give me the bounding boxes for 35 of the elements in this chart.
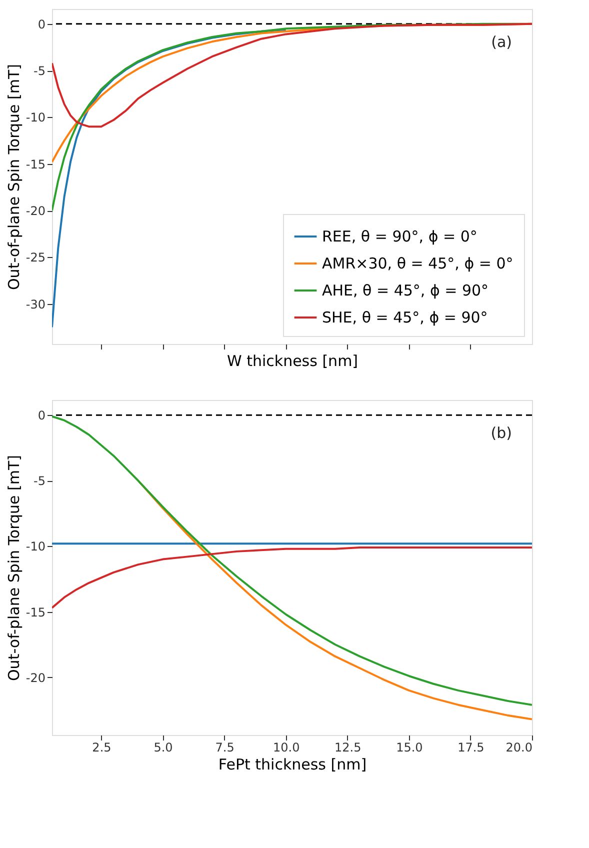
x-tick-label: 12.5 bbox=[334, 740, 362, 754]
x-tick-label: 17.5 bbox=[458, 740, 484, 754]
x-tick-label: 5.0 bbox=[154, 740, 173, 754]
line-series bbox=[52, 415, 532, 706]
legend-label: AMR×30, θ = 45°, ϕ = 0° bbox=[322, 254, 514, 272]
line-series bbox=[52, 22, 532, 128]
x-tick-label: 10.0 bbox=[272, 740, 300, 754]
x-axis-title: FePt thickness [nm] bbox=[218, 756, 367, 774]
legend-label: SHE, θ = 45°, ϕ = 90° bbox=[322, 308, 488, 326]
line-series bbox=[137, 480, 532, 720]
y-tick-label: -30 bbox=[26, 297, 46, 312]
line-series bbox=[52, 546, 532, 609]
x-axis-title: W thickness [nm] bbox=[226, 352, 358, 370]
y-tick-label: -20 bbox=[26, 204, 46, 218]
y-axis-title: Out-of-plane Spin Torque [mT] bbox=[4, 64, 23, 290]
y-tick-label: -15 bbox=[26, 157, 46, 172]
annotation: (b) bbox=[490, 424, 512, 442]
legend-label: REE, θ = 90°, ϕ = 0° bbox=[322, 228, 478, 246]
legend-label: AHE, θ = 45°, ϕ = 90° bbox=[322, 282, 489, 300]
y-tick-label: -5 bbox=[34, 64, 46, 78]
y-tick-label: 0 bbox=[38, 408, 46, 423]
x-tick-label: 2.5 bbox=[92, 740, 112, 754]
x-tick-label: 20.0 bbox=[506, 740, 532, 754]
line-series bbox=[52, 28, 287, 328]
x-tick-label: 7.5 bbox=[215, 740, 234, 754]
x-tick-label: 15.0 bbox=[396, 740, 423, 754]
y-tick-label: -25 bbox=[26, 250, 46, 265]
y-tick-label: -10 bbox=[26, 540, 46, 554]
annotation: (a) bbox=[491, 33, 512, 51]
y-axis-title: Out-of-plane Spin Torque [mT] bbox=[4, 454, 23, 682]
y-tick-label: -15 bbox=[26, 605, 46, 620]
y-tick-label: 0 bbox=[38, 17, 46, 32]
y-tick-label: -10 bbox=[26, 110, 46, 125]
y-tick-label: -20 bbox=[26, 670, 46, 685]
y-tick-label: -5 bbox=[34, 474, 46, 488]
